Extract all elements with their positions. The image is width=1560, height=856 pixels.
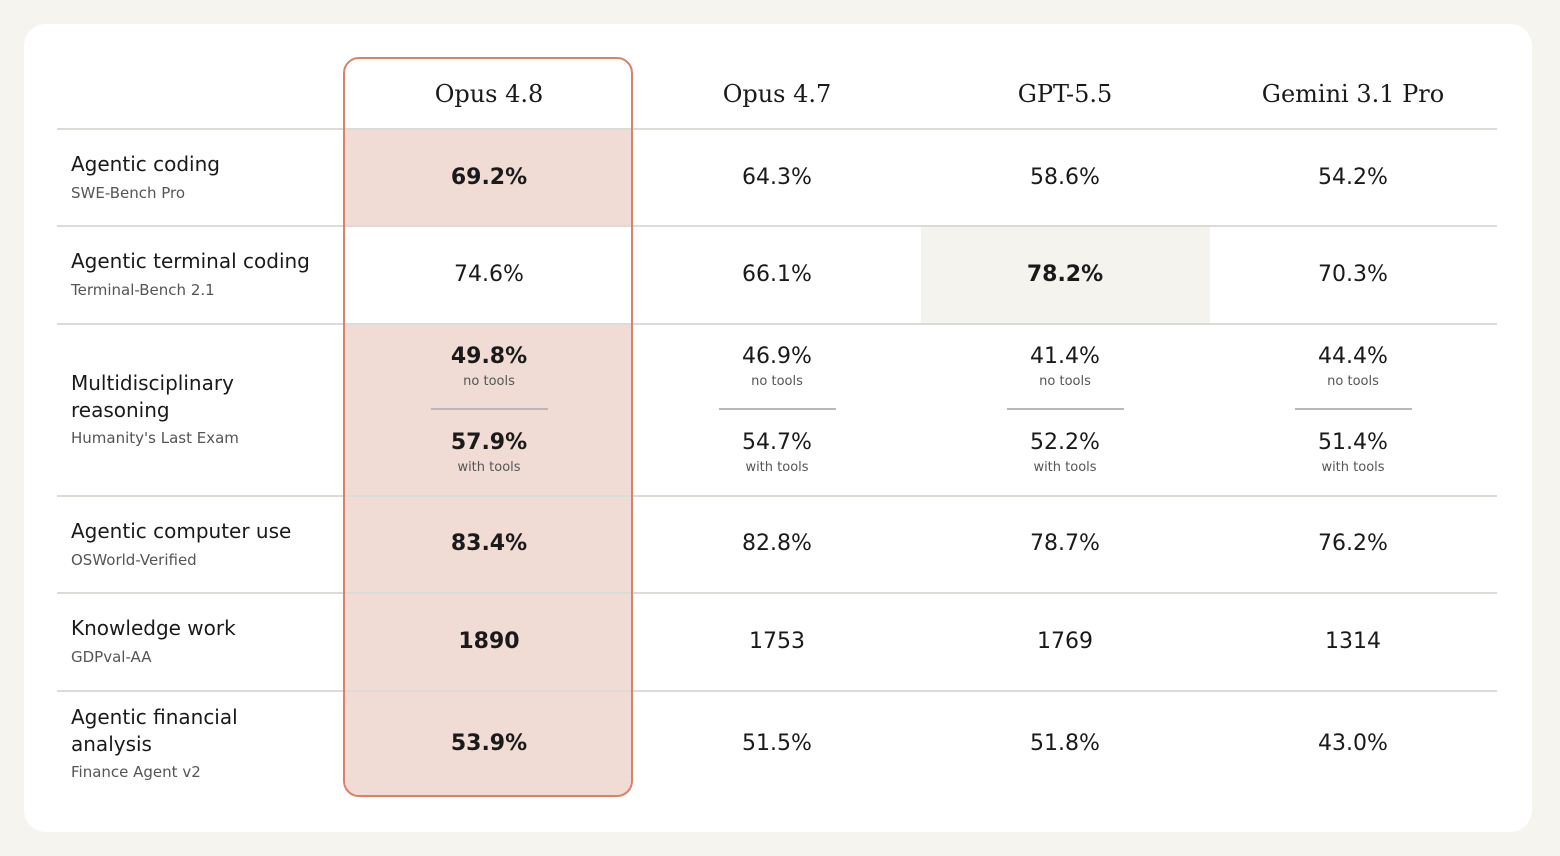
row-benchmark-gdpval-aa: GDPval-AA — [71, 648, 152, 666]
cell-value: 70.3% — [1318, 262, 1388, 287]
column-header-gemini-3-1-pro: Gemini 3.1 Pro — [1261, 80, 1445, 108]
with-tools-note: with tools — [745, 460, 809, 475]
cell-value: 1314 — [1325, 629, 1381, 654]
cell-value-with-tools: 54.7% — [742, 430, 812, 455]
with-tools-note: with tools — [457, 460, 521, 475]
cell-value: 78.2% — [1026, 262, 1104, 287]
cell-value: 69.2% — [450, 165, 528, 190]
cell-value-no-tools: 49.8% — [450, 344, 528, 369]
cell-value-no-tools: 41.4% — [1030, 344, 1100, 369]
cell-divider — [431, 408, 548, 410]
cell-value: 54.2% — [1318, 165, 1388, 190]
row-label-knowledge-work: Knowledge work — [71, 616, 236, 640]
column-header-opus-4-7: Opus 4.7 — [722, 80, 832, 108]
cell-value: 1753 — [749, 629, 805, 654]
cell-divider — [1007, 408, 1124, 410]
cell-divider — [719, 408, 836, 410]
cell-value-no-tools: 44.4% — [1318, 344, 1388, 369]
cell-value: 82.8% — [742, 531, 812, 556]
row-label-agentic-terminal-coding: Agentic terminal coding — [71, 249, 310, 273]
header-rule — [57, 128, 1497, 130]
row-label-agentic-coding: Agentic coding — [71, 152, 220, 176]
benchmark-card — [24, 24, 1532, 832]
cell-value: 53.9% — [450, 731, 528, 756]
row-label-agentic-financial-analysis-line2: analysis — [71, 732, 152, 756]
cell-value-with-tools: 57.9% — [450, 430, 528, 455]
no-tools-note: no tools — [751, 374, 803, 389]
row-rule — [57, 592, 1497, 594]
column-header-opus-4-8: Opus 4.8 — [434, 80, 544, 108]
row-label-multidisciplinary-reasoning-line1: Multidisciplinary — [71, 371, 234, 395]
with-tools-note: with tools — [1321, 460, 1385, 475]
cell-value: 64.3% — [742, 165, 812, 190]
no-tools-note: no tools — [1039, 374, 1091, 389]
row-label-agentic-financial-analysis-line1: Agentic financial — [71, 705, 238, 729]
cell-value: 58.6% — [1030, 165, 1100, 190]
with-tools-note: with tools — [1033, 460, 1097, 475]
cell-value: 1890 — [458, 629, 520, 654]
opus48-cell-bg-agentic-coding — [345, 129, 632, 226]
cell-divider — [1295, 408, 1412, 410]
cell-value: 43.0% — [1318, 731, 1388, 756]
cell-value: 66.1% — [742, 262, 812, 287]
row-benchmark-osworld-verified: OSWorld-Verified — [71, 551, 197, 569]
row-rule — [57, 690, 1497, 692]
row-benchmark-humanitys-last-exam: Humanity's Last Exam — [71, 429, 239, 447]
opus48-cell-bg-reasoning-to-financial — [345, 325, 632, 795]
no-tools-note: no tools — [1327, 374, 1379, 389]
column-header-gpt-5-5: GPT-5.5 — [1017, 80, 1113, 108]
cell-value: 78.7% — [1030, 531, 1100, 556]
cell-value: 51.5% — [742, 731, 812, 756]
row-benchmark-swe-bench-pro: SWE-Bench Pro — [71, 184, 186, 202]
cell-value: 76.2% — [1318, 531, 1388, 556]
row-label-agentic-computer-use: Agentic computer use — [71, 519, 292, 543]
cell-value-no-tools: 46.9% — [742, 344, 812, 369]
cell-value: 1769 — [1037, 629, 1093, 654]
cell-value-with-tools: 51.4% — [1318, 430, 1388, 455]
row-benchmark-terminal-bench: Terminal-Bench 2.1 — [71, 281, 215, 299]
cell-value-with-tools: 52.2% — [1030, 430, 1100, 455]
row-rule — [57, 323, 1497, 325]
row-rule — [57, 225, 1497, 227]
gpt55-best-cell-bg — [921, 227, 1210, 324]
cell-value: 83.4% — [450, 531, 528, 556]
row-rule — [57, 495, 1497, 497]
row-label-multidisciplinary-reasoning-line2: reasoning — [71, 398, 170, 422]
no-tools-note: no tools — [463, 374, 515, 389]
cell-value: 51.8% — [1030, 731, 1100, 756]
row-benchmark-finance-agent-v2: Finance Agent v2 — [71, 763, 201, 781]
cell-value: 74.6% — [454, 262, 524, 287]
